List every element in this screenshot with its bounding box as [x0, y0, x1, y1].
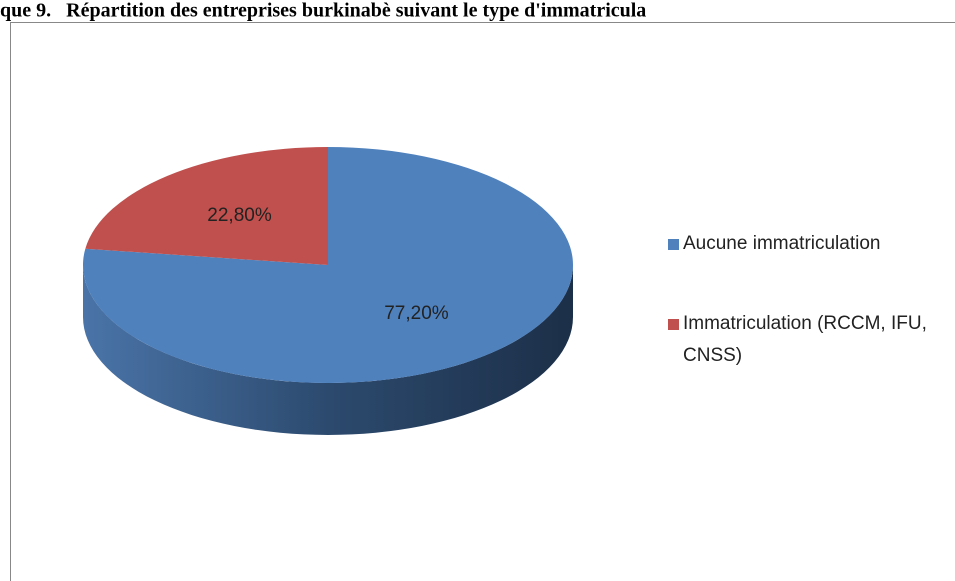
legend-label: Aucune immatriculation — [683, 233, 881, 254]
data-label: 77,20% — [384, 303, 449, 324]
legend-swatch — [668, 239, 679, 250]
pie-slice — [85, 147, 329, 265]
chart-border — [10, 22, 955, 581]
chart-title: que 9. Répartition des entreprises burki… — [0, 0, 646, 22]
legend-swatch — [668, 319, 679, 330]
pie-side — [83, 265, 573, 435]
legend-label: Immatriculation (RCCM, IFU, CNSS) — [683, 313, 927, 366]
data-label: 22,80% — [207, 205, 272, 226]
legend-item: Immatriculation (RCCM, IFU, CNSS) — [668, 308, 953, 372]
legend-item: Aucune immatriculation — [668, 228, 953, 260]
